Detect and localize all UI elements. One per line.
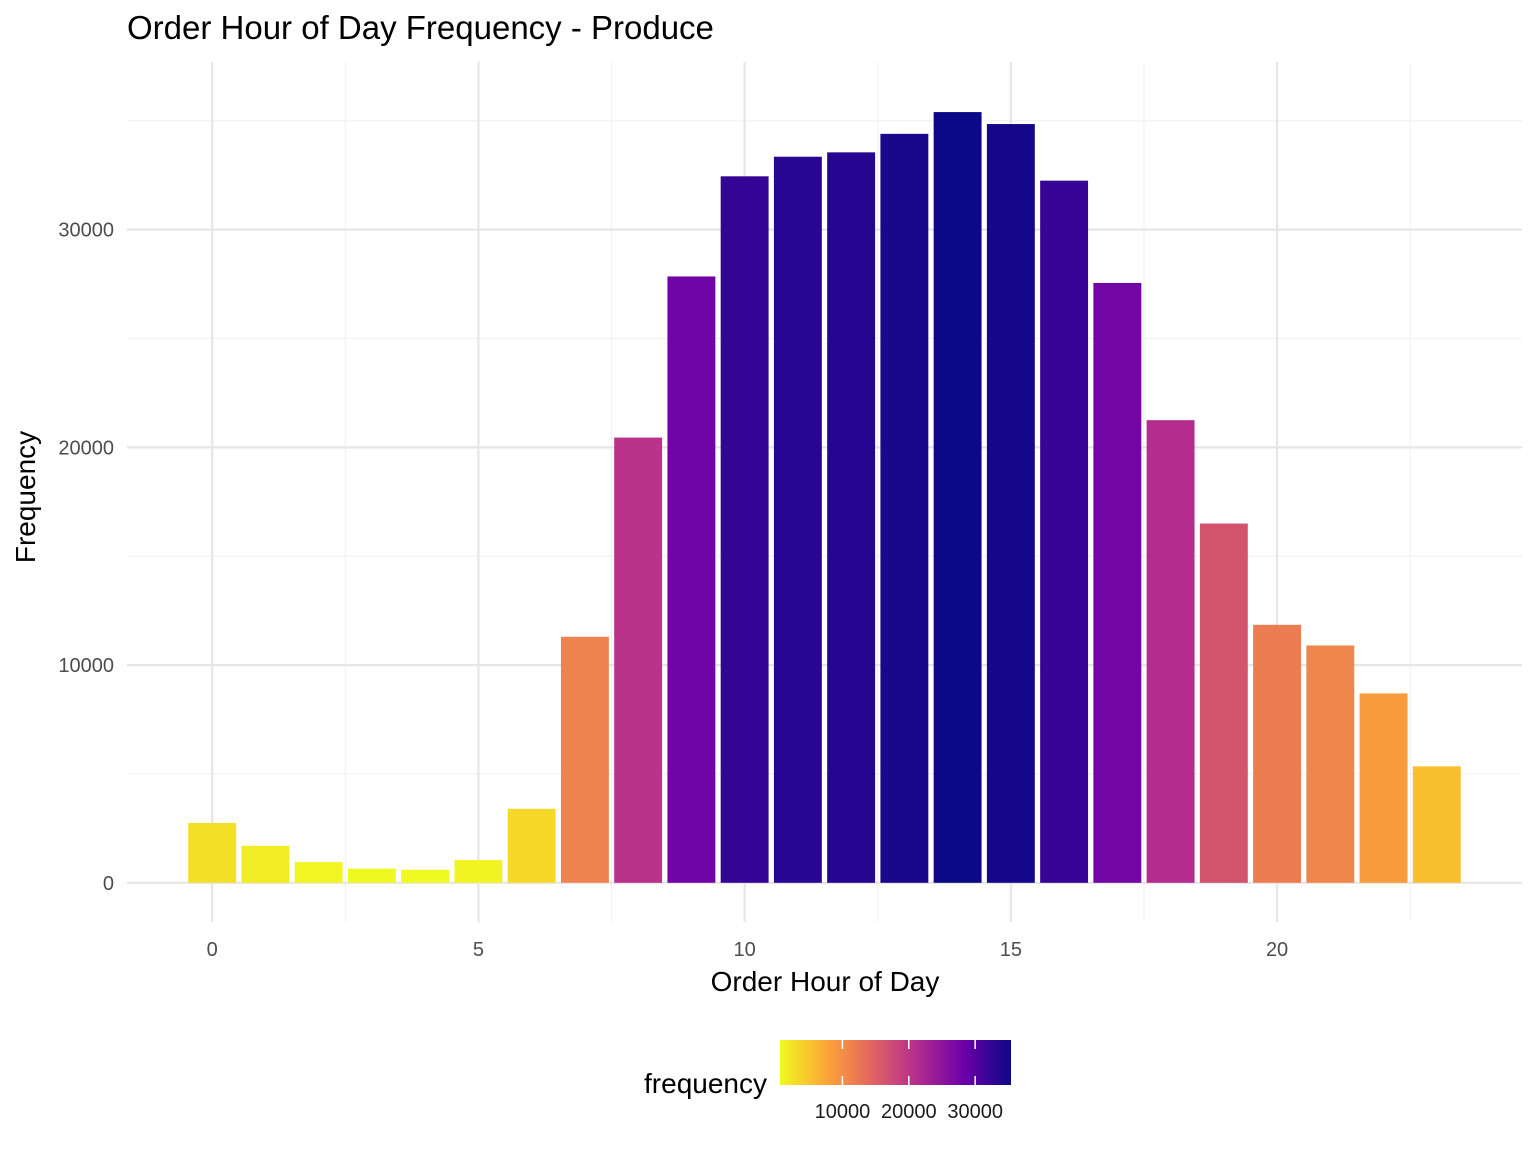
y-tick-label: 0 xyxy=(103,873,114,895)
y-axis-ticks: 0 10000 20000 30000 xyxy=(58,220,114,895)
x-tick-label: 10 xyxy=(734,939,756,961)
bar-hour-16 xyxy=(1040,180,1089,883)
bar-hour-5 xyxy=(454,859,503,883)
bar-hour-14 xyxy=(933,112,982,883)
bar-hour-19 xyxy=(1199,523,1248,883)
bar-hour-12 xyxy=(827,152,876,883)
legend-ticks: 10000 20000 30000 xyxy=(815,1040,1003,1123)
legend-colorbar xyxy=(780,1040,1011,1085)
bar-hour-23 xyxy=(1412,766,1461,883)
bar-hour-2 xyxy=(294,862,343,883)
bar-hour-20 xyxy=(1253,624,1302,883)
bars xyxy=(188,112,1461,883)
bar-hour-6 xyxy=(507,808,556,883)
y-tick-label: 30000 xyxy=(58,220,114,242)
bar-hour-0 xyxy=(188,822,237,883)
legend-tick-label: 10000 xyxy=(815,1101,871,1123)
y-tick-label: 20000 xyxy=(58,437,114,459)
legend-title: frequency xyxy=(644,1068,767,1099)
legend-tick-label: 30000 xyxy=(947,1101,1003,1123)
y-tick-label: 10000 xyxy=(58,655,114,677)
bar-hour-15 xyxy=(986,124,1035,883)
bar-hour-11 xyxy=(773,156,822,883)
bar-hour-21 xyxy=(1306,645,1355,883)
bar-hour-8 xyxy=(614,437,663,883)
bar-hour-3 xyxy=(347,868,396,883)
bar-hour-22 xyxy=(1359,693,1408,883)
bar-hour-17 xyxy=(1093,282,1142,883)
y-axis-title: Frequency xyxy=(10,431,41,563)
bar-hour-18 xyxy=(1146,420,1195,883)
bar-hour-9 xyxy=(667,276,716,883)
color-legend: frequency 10000 20000 30000 xyxy=(644,1040,1011,1123)
x-tick-label: 20 xyxy=(1266,939,1288,961)
chart-title: Order Hour of Day Frequency - Produce xyxy=(127,9,714,46)
x-tick-label: 5 xyxy=(473,939,484,961)
x-axis-title: Order Hour of Day xyxy=(711,966,940,997)
bar-hour-7 xyxy=(560,636,609,883)
bar-hour-13 xyxy=(880,133,929,883)
x-tick-label: 0 xyxy=(207,939,218,961)
legend-tick-label: 20000 xyxy=(881,1101,937,1123)
bar-hour-10 xyxy=(720,176,769,883)
bar-hour-1 xyxy=(241,845,290,883)
x-axis-ticks: 0 5 10 15 20 xyxy=(207,939,1289,961)
bar-hour-4 xyxy=(401,869,450,883)
x-tick-label: 15 xyxy=(1000,939,1022,961)
